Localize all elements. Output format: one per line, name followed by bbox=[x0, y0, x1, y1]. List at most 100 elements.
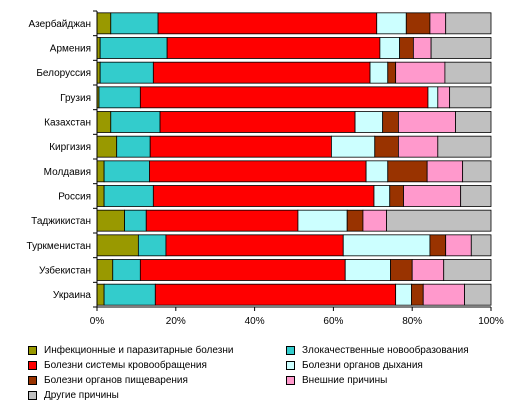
legend-swatch bbox=[28, 391, 37, 400]
category-label: Туркменистан bbox=[27, 241, 91, 252]
x-tick-label: 100% bbox=[478, 316, 504, 327]
bar-segment bbox=[145, 209, 299, 232]
bar-segment bbox=[96, 283, 105, 306]
bar-segment bbox=[159, 111, 356, 133]
legend-swatch bbox=[28, 361, 37, 370]
bar-segment bbox=[96, 234, 139, 257]
bar-segment bbox=[103, 283, 156, 306]
bar-segment bbox=[342, 234, 431, 257]
bar-segment bbox=[387, 61, 397, 84]
bar-segment bbox=[344, 259, 391, 281]
bar-segment bbox=[376, 12, 407, 35]
bar-segment bbox=[96, 209, 125, 232]
bar-segment bbox=[152, 61, 371, 84]
bar-segment bbox=[374, 135, 399, 158]
bar-segment bbox=[116, 135, 151, 158]
bar-segment bbox=[444, 61, 492, 84]
bar-segment bbox=[137, 234, 167, 257]
bar-segment bbox=[411, 283, 424, 306]
legend-label: Болезни органов дыхания bbox=[302, 360, 423, 371]
legend-item: Злокачественные новообразования bbox=[286, 345, 469, 356]
bar-segment bbox=[449, 86, 492, 109]
legend-label: Внешние причины bbox=[302, 375, 388, 386]
bar-segment bbox=[390, 259, 413, 281]
legend-item: Инфекционные и паразитарные болезни bbox=[28, 345, 233, 356]
bar-segment bbox=[166, 37, 381, 59]
category-label: Украина bbox=[53, 290, 92, 301]
x-tick-label: 20% bbox=[166, 316, 186, 327]
bar-segment bbox=[403, 185, 462, 207]
bar-segment bbox=[387, 160, 428, 183]
category-label: Молдавия bbox=[44, 167, 91, 178]
bar-segment bbox=[110, 111, 161, 133]
bar-segment bbox=[398, 111, 456, 133]
bar-segment bbox=[422, 283, 466, 306]
bar-segment bbox=[110, 12, 159, 35]
bar-segment bbox=[139, 259, 346, 281]
legend-label: Другие причины bbox=[44, 390, 119, 401]
bar-segment bbox=[430, 37, 492, 59]
category-label: Таджикистан bbox=[31, 216, 91, 227]
bar-segment bbox=[373, 185, 391, 207]
bar-segment bbox=[389, 185, 404, 207]
bar-segment bbox=[445, 234, 472, 257]
category-label: Казахстан bbox=[44, 118, 91, 129]
legend-swatch bbox=[286, 376, 295, 385]
category-label: Азербайджан bbox=[28, 18, 91, 30]
legend-label: Болезни органов пищеварения bbox=[44, 375, 188, 386]
bar-segment bbox=[152, 185, 375, 207]
bar-segment bbox=[346, 209, 364, 232]
bar-segment bbox=[165, 234, 344, 257]
bar-segment bbox=[427, 86, 439, 109]
bar-segment bbox=[96, 259, 114, 281]
bar-segment bbox=[124, 209, 147, 232]
legend-label: Инфекционные и паразитарные болезни bbox=[44, 345, 234, 356]
bar-segment bbox=[443, 259, 492, 281]
bar-segment bbox=[154, 283, 397, 306]
bar-segment bbox=[149, 135, 332, 158]
bar-segment bbox=[398, 135, 439, 158]
bar-segment bbox=[103, 185, 154, 207]
bar-segment bbox=[386, 209, 492, 232]
legend-swatch bbox=[28, 376, 37, 385]
bar-segment bbox=[411, 259, 445, 281]
bar-segment bbox=[297, 209, 348, 232]
bar-segment bbox=[470, 234, 492, 257]
bar-segment bbox=[462, 160, 492, 183]
bar-segment bbox=[99, 61, 154, 84]
category-label: Белоруссия bbox=[36, 68, 91, 79]
bar-segment bbox=[445, 12, 492, 35]
bar-segment bbox=[103, 160, 150, 183]
stacked-bar-chart: Азербайджан Армения Белоруссия Грузия Казахс… bbox=[27, 10, 504, 327]
bar-segment bbox=[98, 86, 141, 109]
x-tick-label: 80% bbox=[402, 316, 422, 327]
bar-segment bbox=[464, 283, 492, 306]
bar-segment bbox=[99, 37, 168, 59]
category-label: Киргизия bbox=[49, 142, 91, 153]
bar-segment bbox=[96, 135, 118, 158]
legend-swatch bbox=[28, 346, 37, 355]
bar-segment bbox=[331, 135, 376, 158]
bar-segment bbox=[369, 61, 389, 84]
x-tick-label: 60% bbox=[323, 316, 343, 327]
bar-segment bbox=[96, 12, 112, 35]
legend-swatch bbox=[286, 361, 295, 370]
bar-segment bbox=[139, 86, 429, 109]
legend-item: Болезни системы кровообращения bbox=[28, 360, 207, 371]
legend-item: Болезни органов дыхания bbox=[286, 360, 423, 371]
legend-label: Злокачественные новообразования bbox=[302, 345, 469, 356]
bar-segment bbox=[395, 61, 446, 84]
bar-segment bbox=[354, 111, 384, 133]
bar-segment bbox=[112, 259, 141, 281]
x-tick-label: 0% bbox=[90, 316, 105, 327]
bar-segment bbox=[365, 160, 389, 183]
bar-segment bbox=[96, 111, 112, 133]
bar-segment bbox=[399, 37, 414, 59]
bar-segment bbox=[96, 185, 105, 207]
legend-swatch bbox=[286, 346, 295, 355]
bar-segment bbox=[460, 185, 492, 207]
category-label: Армения bbox=[50, 44, 91, 55]
category-label: Узбекистан bbox=[39, 265, 91, 277]
legend-item: Другие причины bbox=[28, 390, 119, 401]
bar-segment bbox=[362, 209, 387, 232]
